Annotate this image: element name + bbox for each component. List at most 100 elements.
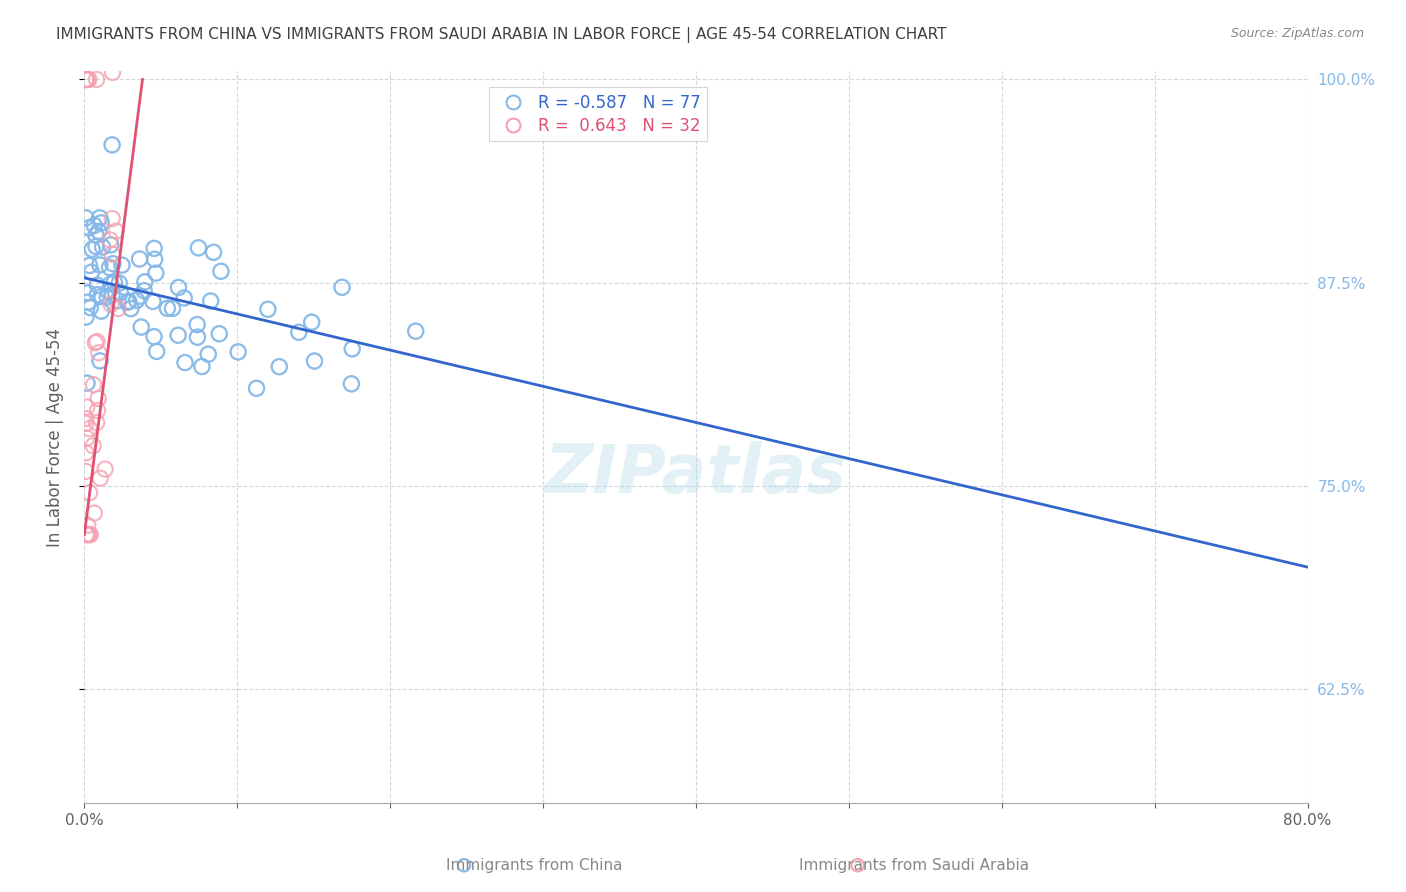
Point xyxy=(134,284,156,298)
Point xyxy=(75,464,97,478)
Point xyxy=(100,277,122,291)
Point xyxy=(134,275,156,289)
Point xyxy=(100,237,122,252)
Point xyxy=(77,285,100,300)
Point xyxy=(79,422,101,436)
Point xyxy=(174,355,197,369)
Point xyxy=(76,376,98,391)
Point xyxy=(98,233,121,247)
Point xyxy=(101,211,124,226)
Point xyxy=(145,266,167,280)
Point xyxy=(90,304,112,318)
Point xyxy=(87,345,110,359)
Point xyxy=(128,252,150,266)
Point xyxy=(90,289,112,303)
Point xyxy=(134,275,156,289)
Point xyxy=(75,72,97,87)
Point xyxy=(208,326,231,341)
Point xyxy=(245,381,267,395)
Point xyxy=(86,416,108,430)
Point xyxy=(75,527,97,541)
Point xyxy=(90,216,112,230)
Point xyxy=(79,301,101,315)
Point xyxy=(120,301,142,316)
Point xyxy=(86,278,108,293)
Point xyxy=(107,293,129,308)
Point xyxy=(83,377,105,392)
Point xyxy=(108,276,131,290)
Point xyxy=(86,72,108,87)
Point xyxy=(83,219,105,233)
Point xyxy=(209,264,232,278)
Point xyxy=(98,260,121,275)
Point xyxy=(117,295,139,310)
Point xyxy=(89,354,111,368)
Point xyxy=(187,241,209,255)
Point xyxy=(167,280,190,294)
Point xyxy=(82,242,104,256)
Text: ZIPatlas: ZIPatlas xyxy=(546,441,846,507)
Point xyxy=(76,72,98,87)
Point xyxy=(405,324,427,338)
Point xyxy=(108,276,131,290)
Point xyxy=(156,301,179,316)
Point xyxy=(87,224,110,238)
Point xyxy=(84,239,107,253)
Point xyxy=(118,294,141,309)
Point xyxy=(89,211,111,225)
Point xyxy=(100,297,122,311)
Point xyxy=(304,354,326,368)
Point xyxy=(405,324,427,338)
Point xyxy=(101,257,124,271)
Point xyxy=(101,65,124,79)
Point xyxy=(143,241,166,255)
Point xyxy=(91,240,114,254)
Point xyxy=(84,228,107,243)
Point xyxy=(128,252,150,266)
Point xyxy=(89,211,111,225)
Point xyxy=(77,527,100,541)
Point xyxy=(288,326,311,340)
Point xyxy=(110,285,132,300)
Point xyxy=(304,354,326,368)
Point xyxy=(75,411,97,425)
Point xyxy=(173,291,195,305)
Point xyxy=(77,220,100,235)
Point xyxy=(301,315,323,329)
Point xyxy=(86,403,108,417)
Point xyxy=(83,219,105,233)
Point xyxy=(75,446,97,460)
Point xyxy=(120,301,142,316)
Point xyxy=(75,417,97,431)
Point xyxy=(94,462,117,476)
Point xyxy=(107,301,129,316)
Point xyxy=(226,345,249,359)
Point xyxy=(202,245,225,260)
Point xyxy=(269,359,291,374)
Point xyxy=(79,259,101,273)
Point xyxy=(330,280,353,294)
Point xyxy=(125,293,148,308)
Point xyxy=(75,72,97,87)
Point xyxy=(97,285,120,299)
Point xyxy=(77,285,100,300)
Point xyxy=(98,260,121,275)
Point xyxy=(117,295,139,310)
Point xyxy=(191,359,214,374)
Point xyxy=(145,344,167,359)
Point xyxy=(142,294,165,309)
Point xyxy=(101,137,124,152)
Point xyxy=(86,287,108,301)
Text: Source: ZipAtlas.com: Source: ZipAtlas.com xyxy=(1230,27,1364,40)
Point xyxy=(129,289,152,303)
Point xyxy=(75,310,97,325)
Point xyxy=(89,258,111,272)
Point xyxy=(101,287,124,301)
Point xyxy=(111,258,134,272)
Point xyxy=(80,265,103,279)
Point xyxy=(330,280,353,294)
Point xyxy=(143,329,166,343)
Point xyxy=(86,278,108,293)
Point xyxy=(89,354,111,368)
Point xyxy=(101,247,124,261)
